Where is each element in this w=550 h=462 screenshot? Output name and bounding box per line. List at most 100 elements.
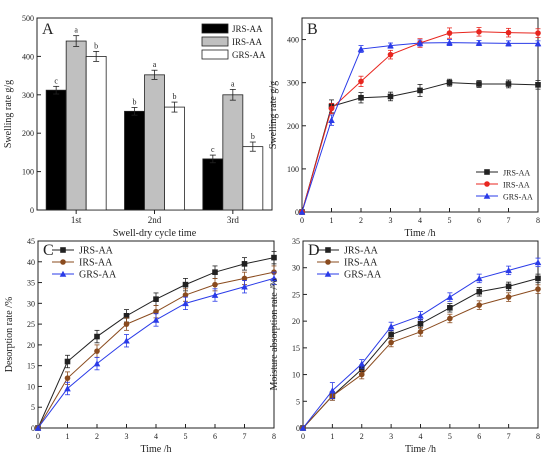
legend-label: IRS-AA [232, 37, 263, 47]
marker-circle [60, 259, 66, 265]
marker-triangle [93, 360, 101, 367]
marker-triangle [505, 267, 512, 274]
y-tick-label: 0 [295, 208, 299, 217]
significance-letter: c [211, 145, 215, 154]
marker-square [182, 281, 189, 288]
x-tick-label: 4 [418, 216, 422, 225]
legend-label: JRS-AA [503, 169, 530, 178]
marker-triangle [446, 293, 454, 300]
series-grs-aa [298, 39, 542, 215]
y-tick-label: 35 [292, 237, 300, 246]
marker-triangle [211, 291, 219, 298]
y-tick-label: 25 [292, 290, 300, 299]
panel-letter: D [308, 242, 320, 259]
series-grs-aa [299, 257, 542, 431]
legend-swatch [201, 49, 229, 60]
bar-jrs-aa [45, 89, 67, 211]
marker-square [60, 247, 66, 253]
marker-triangle [416, 39, 424, 46]
series-grs-aa [34, 271, 278, 431]
legend-swatch [201, 36, 229, 47]
bar-grs-aa [85, 56, 107, 211]
marker-square [476, 81, 482, 87]
marker-triangle [324, 270, 332, 277]
y-tick-label: 25 [27, 320, 35, 329]
significance-letter: b [133, 97, 137, 106]
marker-square [358, 94, 364, 101]
x-axis-label: Time /h [404, 228, 435, 239]
x-tick-label: 6 [213, 432, 217, 441]
x-axis-label: Time /h [405, 444, 436, 455]
marker-circle [417, 329, 424, 335]
marker-square [535, 275, 541, 282]
panel-a: 0 100 200 300 400 500 1st 2nd 3rd c b c a a a b b b JRS-AA… [3, 14, 273, 239]
y-tick-label: 100 [22, 168, 34, 177]
marker-triangle [387, 323, 395, 330]
marker-square [447, 304, 453, 311]
x-tick-label: 7 [243, 432, 247, 441]
marker-triangle [298, 208, 306, 215]
marker-circle [123, 321, 130, 327]
y-tick-label: 500 [22, 14, 34, 23]
y-tick-label: 40 [27, 258, 35, 267]
x-tick-label: 2nd [148, 215, 162, 225]
x-tick-label: 2 [359, 216, 363, 225]
y-tick-label: 10 [292, 371, 300, 380]
bar-irs-aa [144, 74, 165, 211]
plot-frame [37, 240, 275, 429]
marker-triangle [446, 39, 453, 46]
marker-square [505, 81, 512, 87]
x-tick-label: 6 [477, 216, 481, 225]
marker-square [484, 169, 490, 175]
y-tick-label: 5 [31, 403, 35, 412]
marker-triangle [417, 312, 424, 319]
marker-circle [505, 29, 512, 36]
marker-square [325, 247, 331, 253]
marker-square [388, 331, 394, 338]
x-tick-label: 0 [300, 216, 304, 225]
marker-square [446, 79, 453, 86]
marker-circle [328, 105, 335, 112]
x-tick-label: 5 [448, 432, 452, 441]
marker-triangle [123, 337, 130, 344]
marker-circle [64, 375, 71, 381]
marker-circle [505, 294, 512, 300]
y-tick-label: 15 [292, 344, 300, 353]
x-tick-label: 7 [507, 432, 511, 441]
marker-square [153, 296, 159, 302]
x-tick-label: 3 [125, 432, 129, 441]
x-tick-label: 3 [389, 216, 393, 225]
marker-circle [535, 286, 541, 292]
marker-triangle [505, 40, 512, 47]
marker-circle [241, 275, 248, 282]
y-tick-label: 0 [31, 424, 35, 433]
marker-square [417, 321, 424, 327]
marker-circle [387, 51, 394, 58]
marker-triangle [64, 385, 71, 392]
y-tick-label: 300 [22, 91, 34, 100]
marker-square [417, 87, 423, 94]
y-tick-label: 400 [287, 36, 299, 45]
x-tick-label: 5 [448, 216, 452, 225]
marker-triangle [270, 275, 278, 282]
marker-square [241, 261, 248, 267]
marker-square [387, 93, 394, 100]
bar-irs-aa [222, 94, 244, 211]
series-jrs-aa [35, 250, 277, 431]
y-tick-label: 5 [296, 397, 300, 406]
marker-square [64, 358, 71, 365]
significance-letter: a [153, 60, 157, 69]
marker-circle [182, 292, 189, 298]
y-tick-label: 400 [22, 52, 34, 61]
legend-label: IRS-AA [344, 258, 378, 269]
marker-triangle [59, 270, 67, 277]
legend-label: GRS-AA [344, 270, 382, 281]
marker-triangle [483, 192, 491, 199]
x-tick-label: 3rd [227, 215, 239, 225]
panel-letter: B [307, 21, 318, 38]
x-tick-label: 4 [419, 432, 423, 441]
x-axis-label: Time /h [140, 444, 171, 455]
bar-irs-aa [65, 40, 87, 211]
x-tick-label: 7 [507, 216, 511, 225]
